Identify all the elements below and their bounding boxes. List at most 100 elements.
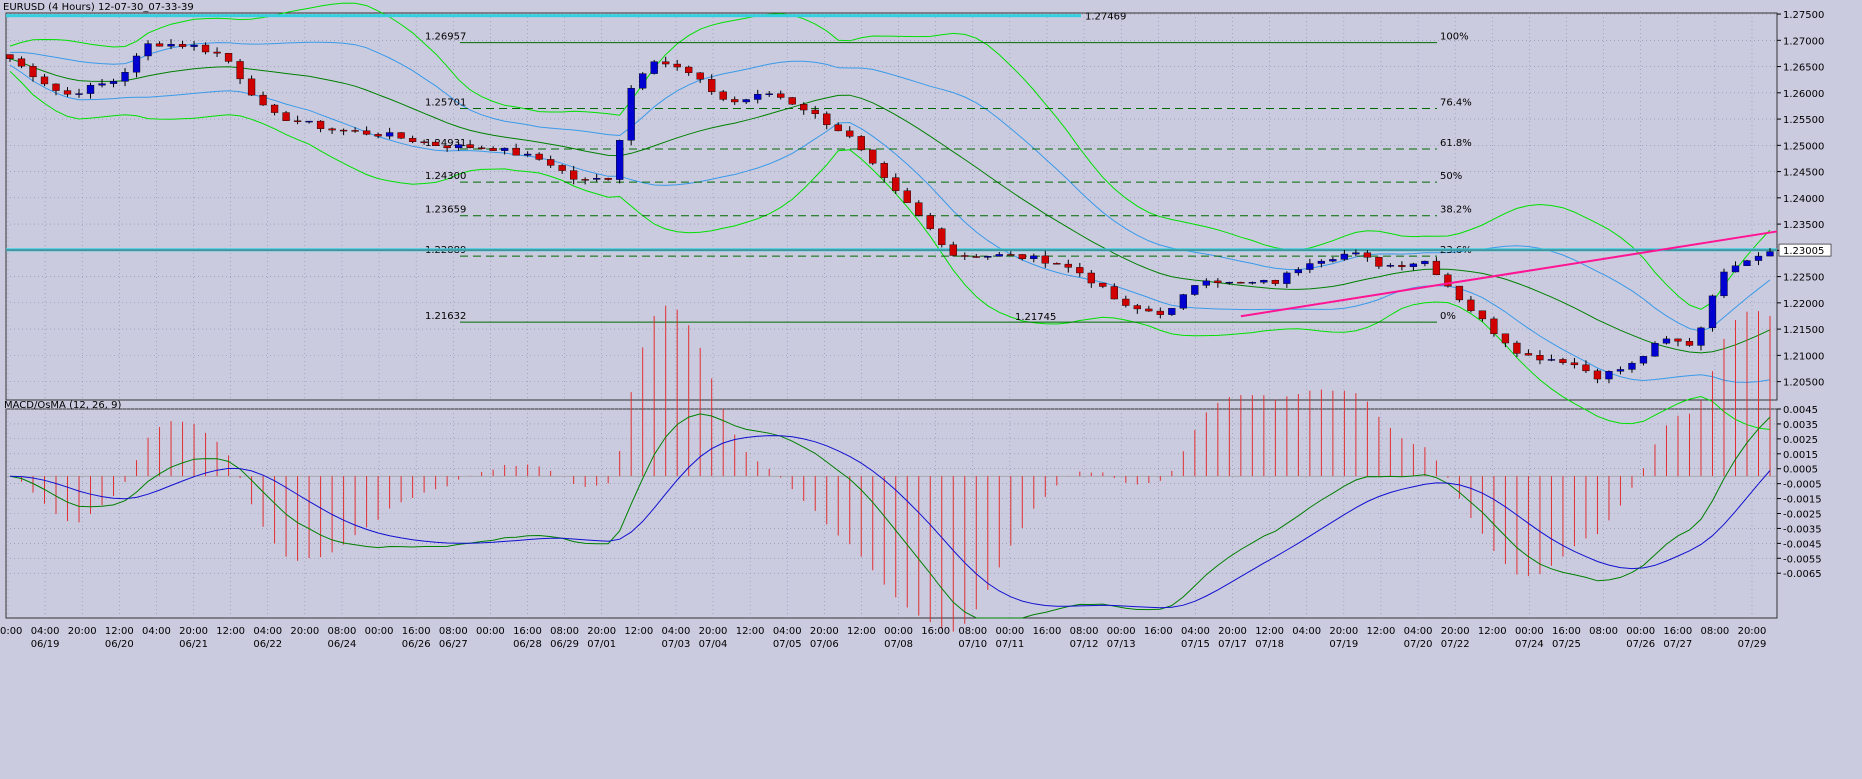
date-label: 07/22 [1441,639,1470,650]
date-label: 07/11 [995,639,1024,650]
date-label: 06/21 [179,639,208,650]
bull-candle [1731,265,1740,273]
bear-candle [1099,282,1107,287]
time-label: 12:00 [216,626,245,637]
bear-candle [903,190,911,203]
macd-tick-label: -0.0035 [1783,524,1822,535]
bear-candle [236,61,244,80]
fib-price-label: 1.26957 [425,32,466,43]
cyan-line-top [6,14,1081,18]
bull-candle [1317,260,1326,264]
bear-candle [224,53,233,62]
time-label: 08:00 [550,626,579,637]
time-label: 04:00 [1404,626,1433,637]
price-tick-label: 1.25000 [1783,141,1824,152]
time-label: 20:00 [587,626,616,637]
indicator-title: MACD/OsMA (12, 26, 9) [4,400,122,411]
time-label: 20:00 [290,626,319,637]
candles [6,39,1774,384]
time-label: 08:00 [328,626,357,637]
time-label: 08:00 [1070,626,1099,637]
bear-candle [1007,254,1015,256]
bear-candle [1122,298,1130,306]
price-panel[interactable] [5,12,1778,401]
bull-candle [1662,338,1671,344]
price-tick-label: 1.26000 [1783,89,1824,100]
fibonacci-retracement: 100%76.4%61.8%50%38.2%23.6%0%1.269571.25… [6,12,1777,323]
date-label: 07/08 [884,639,913,650]
bear-candle [466,144,474,148]
bear-candle [1536,355,1544,361]
fib-price-label: 1.23659 [425,205,466,216]
bear-candle [949,244,957,256]
time-label: 00:00 [995,626,1024,637]
bull-candle [305,120,313,123]
date-label: 07/12 [1070,639,1099,650]
bear-candle [29,65,37,78]
bull-candle [86,84,95,94]
bear-candle [339,129,348,132]
price-tick-label: 1.21500 [1783,325,1824,336]
bull-candle [1628,362,1636,370]
macd-panel[interactable] [5,408,1778,619]
fib-level-label: 50% [1440,171,1462,182]
bear-candle [1593,370,1602,380]
price-tick-label: 1.27500 [1783,10,1824,21]
date-label: 07/27 [1663,639,1692,650]
bear-candle [1685,341,1694,346]
bear-candle [662,61,670,65]
bear-candle [408,137,417,142]
bear-candle [800,104,808,111]
bull-candle [1409,263,1418,267]
bear-candle [811,109,819,115]
bear-candle [1582,364,1590,372]
macd-tick-label: -0.0025 [1783,510,1822,521]
time-label: 04:00 [142,626,171,637]
bear-candle [777,93,785,98]
bear-candle [1237,281,1245,284]
time-label: 16:00 [513,626,542,637]
bear-candle [857,136,865,151]
bear-candle [420,141,428,143]
bear-candle [708,79,716,92]
bear-candle [1444,274,1452,287]
bear-candle [1110,286,1118,300]
bear-candle [293,120,302,122]
bull-candle [1179,294,1187,309]
time-label: 16:00 [1144,626,1173,637]
time-label: 08:00 [1589,626,1618,637]
price-tick-label: 1.24500 [1783,168,1824,179]
bear-candle [535,153,543,160]
bear-candle [443,145,451,149]
bear-candle [1214,280,1222,284]
time-label: 00:00 [1107,626,1136,637]
time-label: 04:00 [253,626,282,637]
bear-candle [604,178,612,180]
time-label: 00:00 [884,626,913,637]
time-label: 16:00 [1033,626,1062,637]
bull-candle [1168,308,1176,315]
bear-candle [477,147,486,149]
time-label: 16:00 [402,626,431,637]
bear-candle [581,179,589,181]
bear-candle [351,130,359,132]
bear-candle [846,130,854,137]
time-label: 00:00 [1515,626,1544,637]
time-label: 12:00 [1478,626,1507,637]
bear-candle [328,128,336,131]
macd-tick-label: -0.0065 [1783,569,1822,580]
bear-candle [1455,285,1464,301]
time-label: 08:00 [958,626,987,637]
bear-candle [972,256,980,258]
macd-tick-label: 0.0025 [1783,435,1818,446]
bear-candle [685,66,693,73]
date-label: 07/04 [699,639,728,650]
date-label: 06/27 [439,639,468,650]
date-label: 07/18 [1255,639,1284,650]
bull-candle [500,147,509,151]
time-label: 04:00 [773,626,802,637]
fib-level-label: 0% [1440,311,1456,322]
macd-layer [6,305,1777,632]
time-label: 20:00 [1218,626,1247,637]
bear-candle [1513,342,1521,354]
